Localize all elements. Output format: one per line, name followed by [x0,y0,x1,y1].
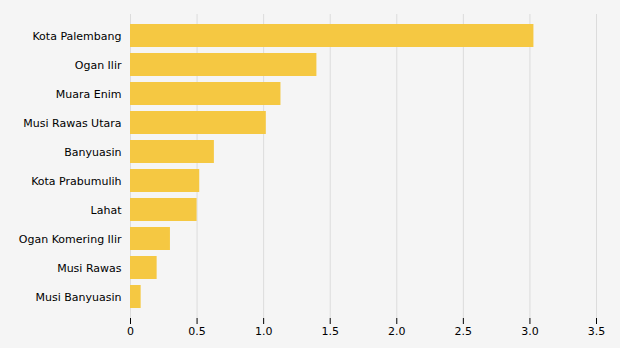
svg-text:Ogan Komering Ilir: Ogan Komering Ilir [19,233,122,246]
svg-text:1.0: 1.0 [255,325,273,338]
svg-text:Kota Prabumulih: Kota Prabumulih [31,175,121,188]
svg-text:Lahat: Lahat [91,204,123,217]
svg-text:0.5: 0.5 [188,325,206,338]
svg-text:Musi Banyuasin: Musi Banyuasin [36,291,122,304]
svg-text:Musi Rawas Utara: Musi Rawas Utara [23,117,121,130]
svg-text:Banyuasin: Banyuasin [64,146,121,159]
svg-text:3.5: 3.5 [588,325,606,338]
svg-text:0: 0 [127,325,134,338]
svg-text:2.5: 2.5 [455,325,473,338]
svg-text:2.0: 2.0 [388,325,406,338]
svg-text:3.0: 3.0 [521,325,539,338]
svg-text:1.5: 1.5 [321,325,339,338]
svg-text:Muara Enim: Muara Enim [56,88,122,101]
svg-text:Kota Palembang: Kota Palembang [32,30,121,43]
svg-text:Musi Rawas: Musi Rawas [57,262,122,275]
svg-text:Ogan Ilir: Ogan Ilir [75,59,122,72]
